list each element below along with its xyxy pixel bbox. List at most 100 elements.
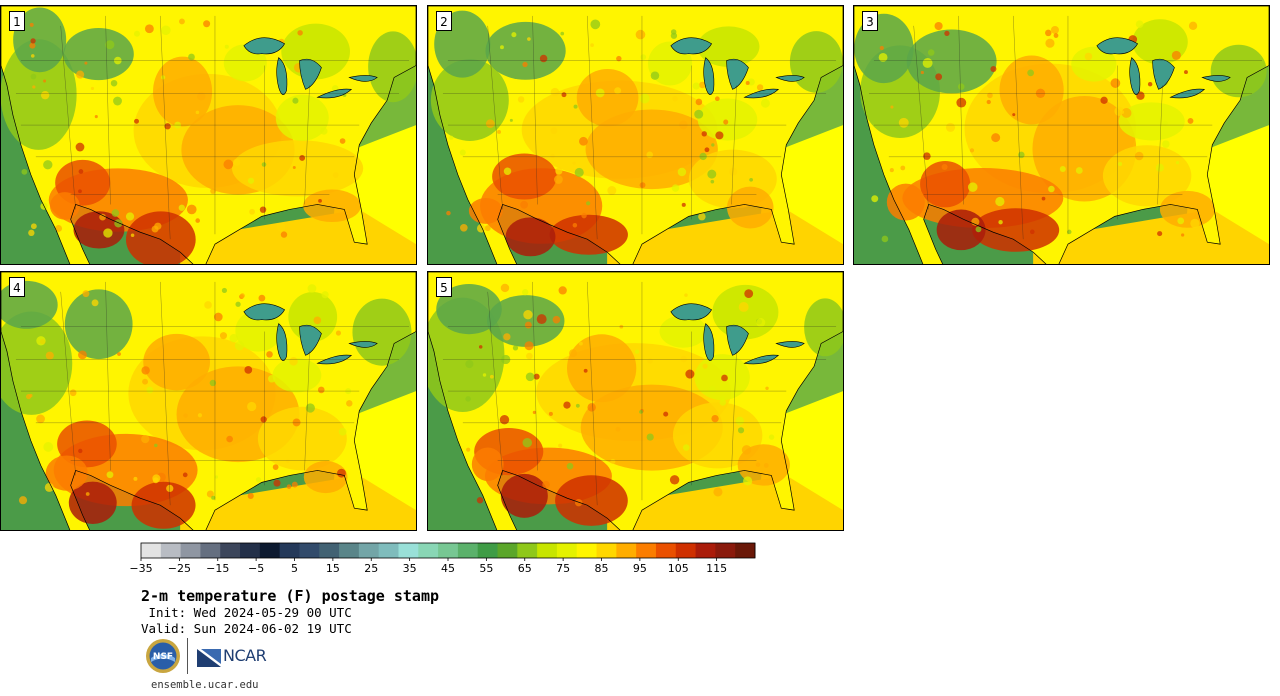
- temperature-speckle: [219, 332, 228, 340]
- temperature-speckle: [30, 73, 37, 80]
- temperature-speckle: [226, 435, 233, 443]
- temperature-speckle: [737, 427, 745, 434]
- temperature-speckle: [969, 148, 975, 153]
- temperature-speckle: [765, 386, 769, 390]
- temperature-region: [1, 311, 73, 415]
- temperature-speckle: [511, 32, 517, 38]
- state-border: [105, 15, 111, 205]
- temperature-speckle: [113, 96, 122, 106]
- temperature-speckle: [335, 330, 342, 336]
- temperature-speckle: [1029, 229, 1035, 235]
- temperature-speckle: [497, 130, 501, 134]
- temperature-speckle: [569, 349, 578, 358]
- temperature-speckle: [542, 480, 550, 489]
- temperature-speckle: [133, 476, 138, 481]
- temperature-speckle: [320, 127, 328, 135]
- temperature-speckle: [670, 29, 677, 35]
- temperature-speckle: [40, 90, 50, 100]
- temperature-speckle: [204, 301, 212, 309]
- colorbar-tick-label: 45: [441, 562, 455, 575]
- temperature-speckle: [523, 310, 533, 320]
- temperature-speckle: [1100, 96, 1108, 104]
- temperature-region: [1159, 190, 1215, 228]
- temperature-speckle: [1012, 113, 1016, 117]
- temperature-region: [63, 28, 134, 81]
- state-border: [731, 85, 737, 205]
- colorbar-tick-label: 105: [668, 562, 689, 575]
- temperature-speckle: [663, 411, 669, 417]
- temperature-speckle: [578, 341, 583, 346]
- temperature-speckle: [186, 204, 197, 215]
- temperature-speckle: [144, 24, 154, 34]
- colorbar-swatch: [675, 543, 697, 558]
- temperature-region: [549, 214, 628, 255]
- state-border: [587, 15, 598, 240]
- logo-divider: [187, 638, 188, 674]
- temperature-speckle: [178, 204, 185, 211]
- temperature-speckle: [460, 223, 468, 232]
- temperature-map: [428, 6, 843, 264]
- temperature-region: [1, 39, 77, 150]
- temperature-speckle: [214, 475, 219, 479]
- temperature-speckle: [1120, 110, 1125, 115]
- temperature-speckle: [639, 93, 650, 104]
- temperature-speckle: [920, 70, 924, 75]
- temperature-region: [1118, 102, 1185, 141]
- temperature-speckle: [987, 92, 993, 99]
- temperature-speckle: [941, 164, 948, 171]
- temperature-speckle: [489, 374, 494, 379]
- temperature-speckle: [273, 479, 281, 487]
- temperature-speckle: [699, 81, 706, 89]
- temperature-region: [886, 183, 925, 221]
- colorbar-swatch: [259, 543, 281, 558]
- great-lake: [670, 303, 713, 321]
- temperature-speckle: [211, 495, 216, 500]
- temperature-speckle: [179, 18, 185, 25]
- temperature-region: [697, 26, 760, 67]
- temperature-speckle: [466, 447, 471, 452]
- temperature-speckle: [650, 71, 660, 80]
- temperature-region: [13, 7, 67, 73]
- temperature-speckle: [723, 119, 729, 125]
- temperature-speckle: [1041, 196, 1046, 201]
- colorbar-swatch: [735, 543, 756, 558]
- colorbar-tick-label: 85: [595, 562, 609, 575]
- temperature-region: [972, 208, 1060, 252]
- colorbar-tick-label: 55: [479, 562, 493, 575]
- great-lake: [243, 303, 286, 321]
- temperature-speckle: [338, 427, 347, 436]
- temperature-speckle: [957, 83, 965, 90]
- temperature-region: [45, 455, 88, 491]
- temperature-speckle: [522, 437, 533, 448]
- temperature-speckle: [698, 212, 706, 221]
- temperature-speckle: [1175, 160, 1180, 165]
- temperature-speckle: [255, 477, 262, 483]
- temperature-speckle: [699, 152, 707, 161]
- temperature-region: [576, 68, 639, 127]
- colorbar-swatch: [398, 543, 419, 558]
- temperature-speckle: [78, 189, 82, 194]
- temperature-speckle: [110, 79, 118, 87]
- temperature-speckle: [607, 186, 617, 196]
- great-lake: [1096, 37, 1139, 55]
- colorbar-swatch: [180, 543, 201, 558]
- temperature-region: [49, 192, 80, 220]
- great-lake: [726, 58, 749, 90]
- temperature-speckle: [55, 224, 63, 232]
- colorbar-tick-label: −5: [248, 562, 264, 575]
- temperature-speckle: [259, 206, 267, 213]
- state-border: [160, 15, 171, 240]
- temperature-region: [368, 31, 416, 103]
- temperature-speckle: [560, 31, 565, 36]
- temperature-speckle: [590, 43, 594, 47]
- temperature-speckle: [522, 289, 529, 296]
- temperature-speckle: [332, 172, 339, 178]
- temperature-speckle: [707, 169, 717, 179]
- temperature-region: [352, 298, 412, 366]
- temperature-speckle: [78, 169, 84, 174]
- temperature-region: [920, 160, 971, 208]
- temperature-speckle: [99, 213, 106, 221]
- colorbar-swatch: [576, 543, 598, 558]
- colorbar-swatch: [715, 543, 736, 558]
- temperature-speckle: [566, 462, 574, 470]
